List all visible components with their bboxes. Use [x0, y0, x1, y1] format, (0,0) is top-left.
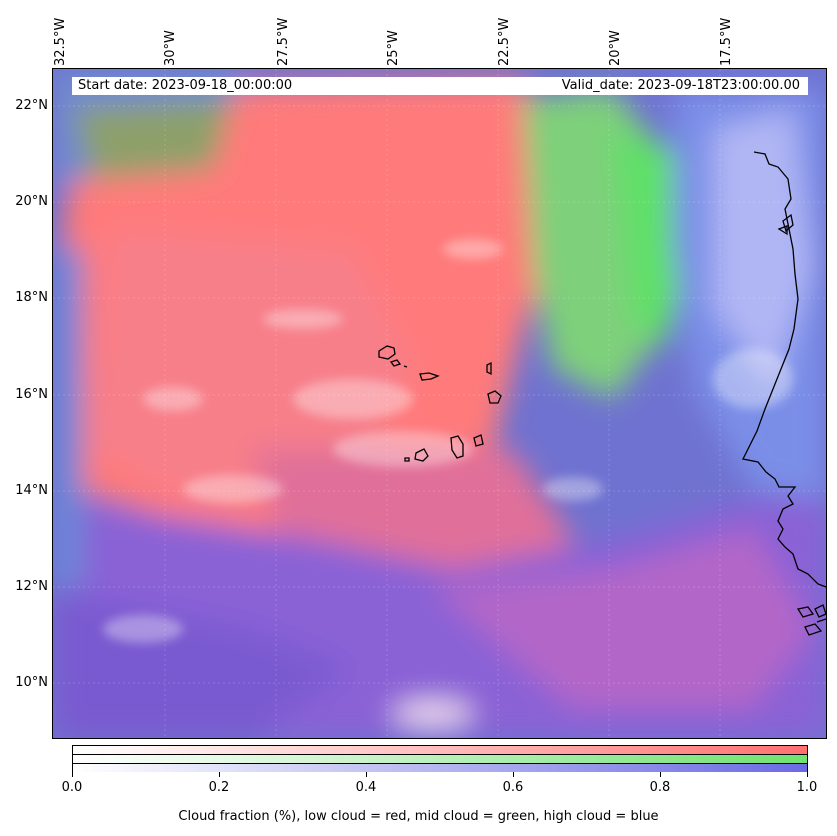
- valid-date: Valid_date: 2023-09-18T23:00:00.00: [561, 78, 800, 93]
- lon-label-32.5w: 32.5°W: [53, 17, 68, 66]
- colorbar-tick-label: 0.0: [61, 780, 83, 795]
- lat-label-20n: 20°N: [15, 194, 48, 209]
- graticule: [53, 69, 826, 738]
- colorbar: [72, 745, 808, 772]
- start-date: Start date: 2023-09-18_00:00:00: [78, 78, 293, 93]
- lon-label-20w: 20°W: [608, 30, 623, 66]
- info-bar: Start date: 2023-09-18_00:00:00 Valid_da…: [72, 77, 808, 95]
- lat-label-14n: 14°N: [15, 483, 48, 498]
- colorbar-tick: [72, 772, 73, 777]
- cloud-speckles: [103, 239, 793, 643]
- colorbar-tick-label: 0.8: [649, 780, 671, 795]
- colorbar-tick-label: 0.6: [502, 780, 524, 795]
- cape-verde-islands: [378, 345, 502, 462]
- lat-label-10n: 10°N: [15, 675, 48, 690]
- colorbar-mid-cloud: [73, 755, 807, 764]
- west-africa-coastline: [742, 151, 826, 636]
- lat-label-18n: 18°N: [15, 290, 48, 305]
- colorbar-tick-label: 0.4: [355, 780, 377, 795]
- colorbar-tick: [807, 772, 808, 777]
- colorbar-high-cloud: [73, 764, 807, 772]
- lon-label-30w: 30°W: [163, 30, 178, 66]
- colorbar-tick: [660, 772, 661, 777]
- lat-label-16n: 16°N: [15, 387, 48, 402]
- cloud-map[interactable]: [52, 68, 827, 739]
- lat-label-12n: 12°N: [15, 579, 48, 594]
- lon-label-25w: 25°W: [386, 30, 401, 66]
- lat-label-22n: 22°N: [15, 98, 48, 113]
- lon-label-17.5w: 17.5°W: [719, 17, 734, 66]
- colorbar-tick: [366, 772, 367, 777]
- colorbar-tick: [513, 772, 514, 777]
- lon-label-27.5w: 27.5°W: [276, 17, 291, 66]
- colorbar-caption: Cloud fraction (%), low cloud = red, mid…: [178, 809, 659, 824]
- colorbar-tick: [219, 772, 220, 777]
- colorbar-low-cloud: [73, 746, 807, 755]
- lon-label-22.5w: 22.5°W: [497, 17, 512, 66]
- colorbar-tick-label: 0.2: [208, 780, 230, 795]
- colorbar-tick-label: 1.0: [796, 780, 818, 795]
